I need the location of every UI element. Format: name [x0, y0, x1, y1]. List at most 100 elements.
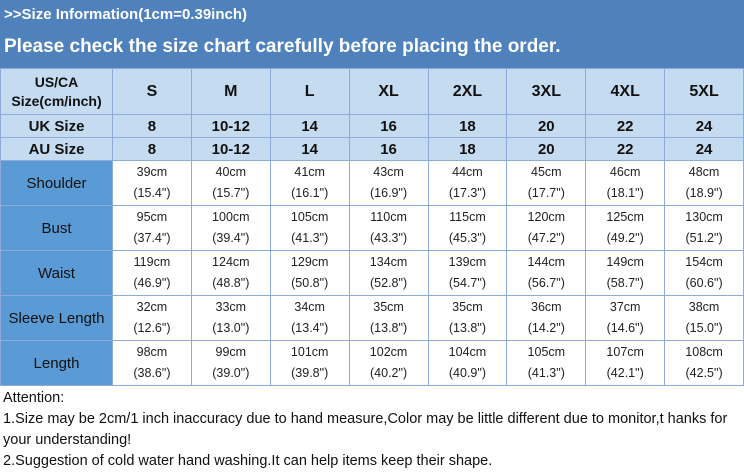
size-chart-table: US/CA Size(cm/inch) S M L XL 2XL 3XL 4XL 5XL UK S… [0, 68, 744, 386]
cm-value: 125cm [606, 210, 644, 224]
au-size-cell: 14 [269, 137, 350, 161]
measurement-cell: 110cm (43.3") [348, 205, 429, 251]
row-label: Bust [0, 205, 113, 251]
cm-value: 39cm [136, 165, 168, 179]
measurement-cell: 134cm (52.8") [348, 250, 429, 296]
size-header-label: US/CA Size(cm/inch) [0, 68, 113, 115]
cm-value: 134cm [369, 255, 408, 269]
size-header-cell: XL [348, 68, 429, 115]
cm-value: 38cm [688, 300, 720, 314]
measurement-cell: 100cm (39.4") [190, 205, 271, 251]
measurement-cell: 45cm (17.7") [506, 160, 587, 206]
measurement-cell: 40cm (15.7") [190, 160, 271, 206]
measurement-cell: 105cm (41.3") [269, 205, 350, 251]
attention-note-1: 1.Size may be 2cm/1 inch inaccuracy due … [3, 411, 728, 448]
measurement-cell: 95cm (37.4") [112, 205, 192, 251]
inch-value: (40.9") [448, 366, 486, 380]
table-row: Shoulder 39cm (15.4") 40cm (15.7") 41cm (16.1"… [0, 160, 744, 206]
cm-value: 34cm [294, 300, 325, 314]
row-label: Length [0, 340, 113, 386]
cm-value: 41cm [294, 165, 325, 179]
uk-size-cell: 16 [348, 114, 429, 138]
cm-value: 104cm [448, 345, 487, 359]
attention-note-2: 2.Suggestion of cold water hand washing.… [3, 453, 493, 469]
inch-value: (16.9") [370, 186, 408, 200]
measurement-cell: 37cm (14.6") [585, 295, 666, 341]
cm-value: 100cm [212, 210, 250, 224]
inch-value: (18.1") [606, 186, 644, 200]
measurement-cell: 139cm (54.7") [427, 250, 508, 296]
inch-value: (17.3") [448, 186, 486, 200]
au-size-cell: 24 [664, 137, 744, 161]
measurement-cell: 129cm (50.8") [269, 250, 350, 296]
attention-title: Attention: [3, 390, 65, 406]
inch-value: (56.7") [527, 276, 565, 290]
cm-value: 48cm [688, 165, 720, 179]
inch-value: (14.2") [527, 321, 565, 335]
cm-value: 124cm [212, 255, 250, 269]
inch-value: (13.4") [291, 321, 329, 335]
inch-value: (60.6") [685, 276, 723, 290]
inch-value: (16.1") [291, 186, 329, 200]
cm-value: 108cm [685, 345, 723, 359]
measurement-cell: 130cm (51.2") [664, 205, 744, 251]
au-size-label: AU Size [0, 137, 113, 161]
measurement-cell: 105cm (41.3") [506, 340, 587, 386]
cm-value: 154cm [685, 255, 723, 269]
cm-value: 40cm [215, 165, 247, 179]
inch-value: (47.2") [527, 231, 565, 245]
size-info-title: >>Size Information(1cm=0.39inch) [4, 6, 247, 23]
cm-value: 119cm [133, 255, 171, 269]
inch-value: (15.7") [212, 186, 250, 200]
cm-value: 107cm [606, 345, 644, 359]
au-size-row: AU Size 8 10-12 14 16 18 20 22 24 [0, 137, 744, 161]
uk-size-label: UK Size [0, 114, 113, 138]
inch-value: (42.1") [606, 366, 644, 380]
inch-value: (12.6") [133, 321, 171, 335]
measurement-cell: 108cm (42.5") [664, 340, 744, 386]
size-info-banner: >>Size Information(1cm=0.39inch) Please … [0, 0, 744, 68]
measurement-cell: 98cm (38.6") [112, 340, 192, 386]
measurement-cell: 34cm (13.4") [269, 295, 350, 341]
inch-value: (38.6") [133, 366, 171, 380]
measurement-cell: 104cm (40.9") [427, 340, 508, 386]
table-row: Length 98cm (38.6") 99cm (39.0") 101cm (39.8")… [0, 340, 744, 386]
size-chart-notice: Please check the size chart carefully be… [4, 36, 561, 57]
measurement-cell: 32cm (12.6") [112, 295, 192, 341]
au-size-cell: 18 [427, 137, 508, 161]
inch-value: (51.2") [685, 231, 723, 245]
inch-value: (13.0") [212, 321, 250, 335]
size-header-cell: S [112, 68, 192, 115]
cm-value: 36cm [531, 300, 562, 314]
cm-value: 110cm [370, 210, 407, 224]
measurement-cell: 44cm (17.3") [427, 160, 508, 206]
size-header-cell: 3XL [506, 68, 587, 115]
measurement-cell: 35cm (13.8") [348, 295, 429, 341]
cm-value: 44cm [452, 165, 483, 179]
row-label: Shoulder [0, 160, 113, 206]
measurement-cell: 120cm (47.2") [506, 205, 587, 251]
cm-value: 102cm [369, 345, 408, 359]
inch-value: (49.2") [606, 231, 644, 245]
inch-value: (41.3") [527, 366, 565, 380]
measurement-cell: 43cm (16.9") [348, 160, 429, 206]
measurement-cell: 149cm (58.7") [585, 250, 666, 296]
row-label: Waist [0, 250, 113, 296]
measurement-cell: 33cm (13.0") [190, 295, 271, 341]
cm-value: 120cm [527, 210, 566, 224]
inch-value: (41.3") [291, 231, 329, 245]
cm-value: 32cm [136, 300, 168, 314]
uk-size-cell: 14 [269, 114, 350, 138]
uk-size-cell: 18 [427, 114, 508, 138]
inch-value: (46.9") [133, 276, 171, 290]
table-row: Bust 95cm (37.4") 100cm (39.4") 105cm (41.3") 1… [0, 205, 744, 251]
inch-value: (18.9") [685, 186, 723, 200]
cm-value: 95cm [136, 210, 168, 224]
measurement-cell: 99cm (39.0") [190, 340, 271, 386]
measurement-cell: 46cm (18.1") [585, 160, 666, 206]
measurement-cell: 119cm (46.9") [112, 250, 192, 296]
inch-value: (17.7") [527, 186, 565, 200]
inch-value: (13.8") [370, 321, 408, 335]
inch-value: (39.4") [212, 231, 250, 245]
measurement-cell: 124cm (48.8") [190, 250, 271, 296]
